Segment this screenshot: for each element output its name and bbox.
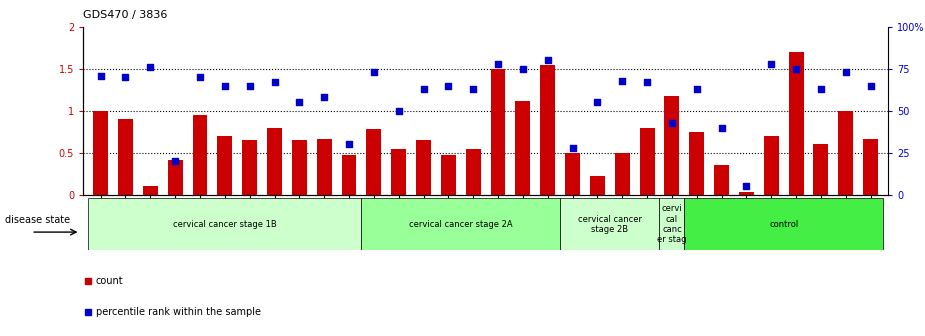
Point	[93, 73, 108, 78]
Point	[167, 159, 182, 164]
Point	[714, 125, 729, 130]
Point	[689, 86, 704, 92]
Point	[316, 95, 331, 100]
Bar	[689, 132, 704, 195]
Bar	[714, 165, 729, 195]
Text: disease state: disease state	[5, 215, 69, 225]
Bar	[88, 198, 362, 250]
Bar	[93, 111, 108, 195]
Point	[838, 70, 853, 75]
Bar	[813, 144, 829, 195]
Bar	[441, 155, 456, 195]
Bar	[292, 140, 307, 195]
Bar	[242, 140, 257, 195]
Text: cervi
cal
canc
er stag: cervi cal canc er stag	[657, 204, 686, 244]
Bar	[217, 136, 232, 195]
Text: cervical cancer
stage 2B: cervical cancer stage 2B	[578, 215, 642, 234]
Point	[142, 65, 157, 70]
Point	[391, 108, 406, 114]
Point	[441, 83, 456, 88]
Point	[814, 86, 829, 92]
Bar	[684, 198, 883, 250]
Text: percentile rank within the sample: percentile rank within the sample	[96, 307, 261, 318]
Point	[242, 83, 257, 88]
Point	[739, 184, 754, 189]
Bar	[167, 160, 182, 195]
Bar	[764, 136, 779, 195]
Text: cervical cancer stage 1B: cervical cancer stage 1B	[173, 220, 277, 229]
Text: cervical cancer stage 2A: cervical cancer stage 2A	[409, 220, 512, 229]
Bar	[540, 65, 555, 195]
Bar	[416, 140, 431, 195]
Bar	[838, 111, 853, 195]
Bar	[316, 138, 332, 195]
Point	[267, 80, 282, 85]
Bar	[660, 198, 684, 250]
Point	[217, 83, 232, 88]
Point	[341, 142, 356, 147]
Bar	[267, 128, 282, 195]
Bar	[590, 176, 605, 195]
Text: count: count	[96, 276, 124, 286]
Bar	[142, 186, 158, 195]
Point	[366, 70, 381, 75]
Point	[640, 80, 655, 85]
Point	[292, 100, 307, 105]
Bar	[341, 155, 356, 195]
Point	[764, 61, 779, 67]
Point	[565, 145, 580, 151]
Point	[118, 75, 133, 80]
Text: control: control	[769, 220, 798, 229]
Point	[515, 66, 530, 72]
Bar	[639, 128, 655, 195]
Bar	[739, 192, 754, 195]
Point	[192, 75, 207, 80]
Bar	[515, 101, 530, 195]
Bar	[863, 138, 878, 195]
Bar	[192, 115, 207, 195]
Point	[590, 100, 605, 105]
Bar	[561, 198, 660, 250]
Point	[416, 86, 431, 92]
Text: GDS470 / 3836: GDS470 / 3836	[83, 10, 167, 20]
Bar	[118, 119, 133, 195]
Point	[540, 58, 555, 63]
Bar	[789, 52, 804, 195]
Bar	[490, 69, 505, 195]
Point	[789, 66, 804, 72]
Point	[490, 61, 505, 67]
Bar	[362, 198, 561, 250]
Point	[466, 86, 481, 92]
Point	[664, 120, 679, 125]
Bar	[366, 129, 381, 195]
Bar	[664, 96, 679, 195]
Point	[863, 83, 878, 88]
Bar	[565, 153, 580, 195]
Bar	[615, 153, 630, 195]
Bar	[466, 149, 481, 195]
Bar	[391, 149, 406, 195]
Point	[615, 78, 630, 83]
